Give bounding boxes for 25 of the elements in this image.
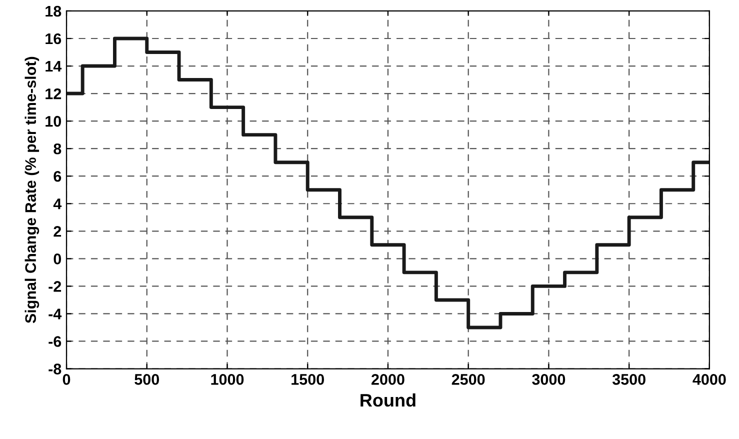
x-tick-label: 2500	[452, 374, 485, 385]
y-tick-label: 2	[54, 226, 62, 237]
y-tick-label: 8	[54, 143, 62, 154]
y-tick-label: 18	[46, 6, 62, 17]
x-tick-label: 3500	[612, 374, 646, 385]
x-tick-label: 3000	[532, 374, 566, 385]
y-tick-label: 12	[46, 88, 62, 100]
x-tick-label: 0	[62, 374, 70, 385]
y-tick-label: 16	[46, 33, 62, 44]
y-tick-label: -6	[48, 336, 62, 347]
x-tick-label: 1000	[211, 374, 244, 385]
x-tick-label: 500	[134, 374, 159, 385]
y-tick-label: -4	[48, 308, 62, 320]
x-tick-label: 1500	[292, 374, 324, 385]
x-axis-title: Round	[360, 393, 416, 407]
y-tick-label: -2	[48, 281, 62, 292]
y-tick-label: 10	[46, 116, 62, 127]
y-tick-label: 6	[54, 170, 62, 182]
y-tick-label: 0	[54, 254, 62, 264]
x-tick-label: 2000	[372, 374, 404, 385]
y-tick-label: 4	[53, 198, 62, 210]
y-tick-label: 14	[46, 61, 62, 72]
y-axis-title: Signal Change Rate (% per time-slot)	[24, 56, 40, 324]
x-tick-label: 4000	[692, 374, 726, 385]
y-tick-label: -8	[48, 364, 62, 374]
